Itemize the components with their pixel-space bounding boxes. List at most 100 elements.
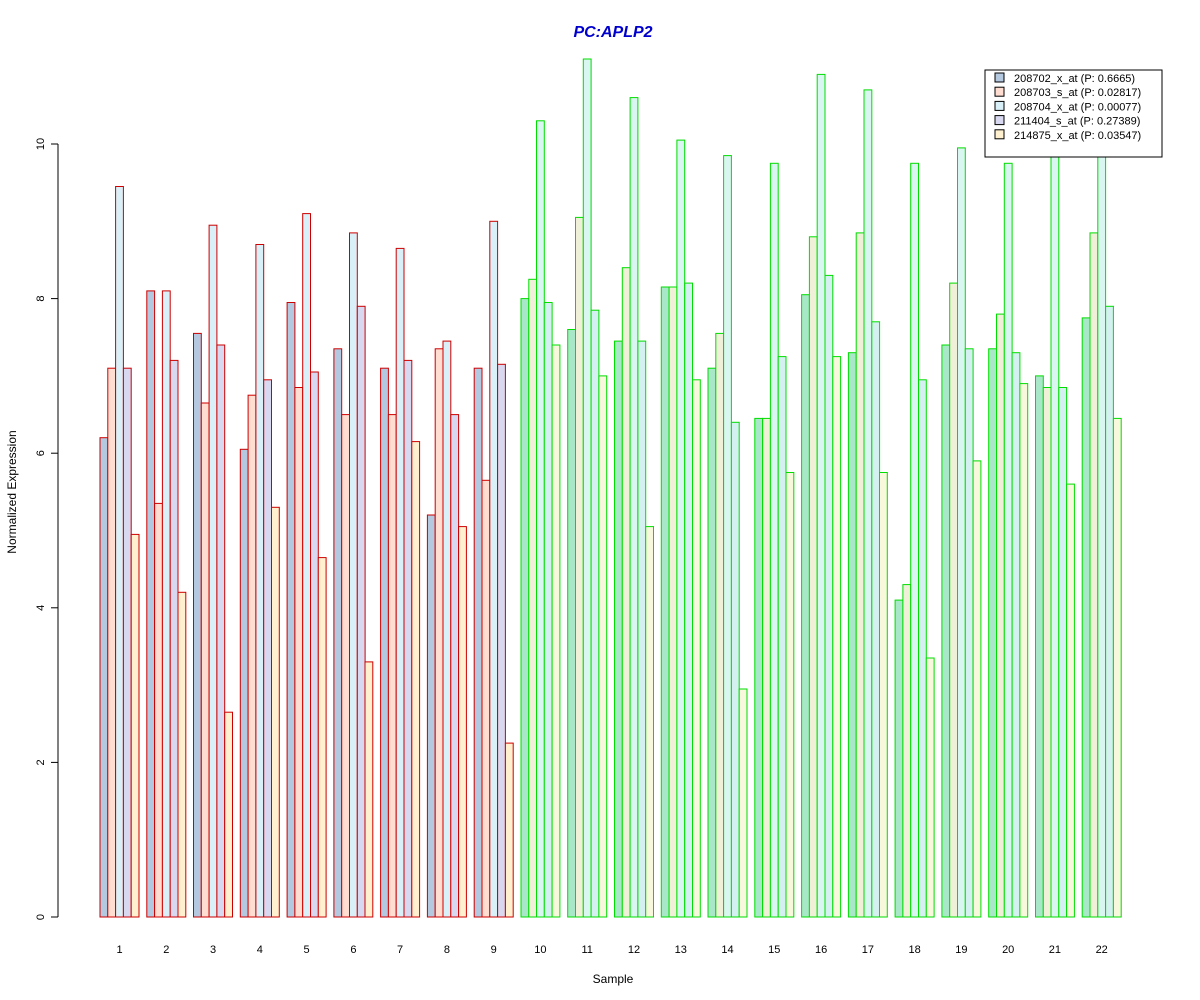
x-tick-label: 21 [1049,944,1061,956]
bar-sample-18-series-4 [918,379,927,918]
bar-sample-2-series-3 [161,290,171,918]
bar-sample-4-series-1 [239,448,249,918]
bar-sample-5-series-3 [302,213,312,918]
bar-sample-20-series-5 [1019,383,1029,918]
bar-sample-3-series-2 [200,402,210,918]
x-axis-title: Sample [593,972,634,986]
bar-sample-7-series-5 [411,441,421,918]
bar-sample-1-series-4 [122,367,132,918]
x-tick-label: 20 [1002,944,1014,956]
bar-sample-1-series-3 [115,186,124,918]
x-tick-label: 14 [721,944,733,956]
bar-sample-8-series-3 [442,340,452,918]
bar-sample-4-series-5 [271,506,280,918]
bar-sample-20-series-3 [1003,162,1013,918]
legend-box [984,69,1163,158]
x-tick-label: 8 [444,944,450,956]
x-tick-label: 10 [534,944,546,956]
y-axis: 0 2 4 6 8 10 [35,138,59,920]
legend-swatch-5 [994,129,1005,140]
bars-layer [99,58,1122,918]
bar-sample-1-series-2 [107,367,117,918]
x-tick-label: 22 [1096,944,1108,956]
bar-sample-15-series-5 [785,472,795,918]
bar-sample-2-series-1 [146,290,156,918]
bar-sample-7-series-1 [380,367,389,918]
bar-sample-22-series-2 [1089,232,1099,918]
bar-sample-11-series-5 [598,375,608,918]
bar-sample-20-series-1 [988,348,998,918]
bar-sample-9-series-5 [504,742,514,918]
bar-sample-9-series-3 [489,220,499,918]
bar-sample-22-series-5 [1112,417,1122,918]
bar-sample-4-series-3 [255,244,265,918]
y-axis-title: Normalized Expression [5,430,19,553]
bar-sample-5-series-1 [286,302,296,918]
x-tick-label: 9 [491,944,497,956]
y-tick-label: 6 [35,450,47,456]
bar-sample-12-series-5 [645,526,655,918]
x-tick-label: 11 [581,944,592,956]
x-tick-label: 1 [116,944,122,956]
bar-sample-16-series-4 [824,274,834,918]
bar-sample-10-series-2 [528,278,538,918]
bar-sample-16-series-1 [801,294,810,918]
bar-sample-10-series-3 [536,120,545,918]
bar-sample-13-series-5 [692,379,701,918]
bar-sample-14-series-4 [730,421,740,918]
bar-sample-14-series-5 [738,688,748,918]
bar-sample-4-series-4 [263,379,273,918]
x-tick-label: 3 [210,944,216,956]
bar-sample-13-series-4 [684,282,694,918]
bar-sample-15-series-3 [769,162,779,918]
legend-swatch-2 [994,86,1005,97]
bar-sample-12-series-4 [637,340,647,918]
bar-sample-15-series-4 [777,356,787,918]
bar-sample-17-series-1 [847,352,857,918]
bar-sample-19-series-4 [964,348,974,918]
bar-sample-2-series-5 [177,591,187,918]
bar-sample-10-series-4 [543,302,553,918]
bar-sample-12-series-2 [621,267,631,918]
bar-sample-9-series-1 [473,367,483,918]
bar-sample-11-series-3 [582,58,592,918]
bar-sample-3-series-4 [216,344,226,918]
bar-sample-2-series-2 [154,502,163,918]
legend-swatch-4 [994,115,1005,126]
bar-sample-11-series-4 [590,309,600,918]
bar-sample-6-series-2 [341,414,351,918]
legend-label-5: 214875_x_at (P: 0.03547) [1014,130,1141,142]
legend-label-4: 211404_s_at (P: 0.27389) [1014,116,1140,128]
y-tick-label: 4 [35,605,47,611]
bar-sample-21-series-1 [1035,375,1044,918]
bar-sample-21-series-5 [1066,483,1075,918]
y-tick-label: 2 [35,759,47,765]
bar-sample-22-series-3 [1097,155,1107,918]
bar-sample-19-series-2 [949,282,959,918]
bar-sample-22-series-1 [1081,317,1091,918]
bar-sample-20-series-2 [996,313,1005,918]
bar-sample-4-series-2 [247,394,257,918]
bar-sample-3-series-3 [208,224,218,918]
chart-title: PC:APLP2 [573,24,652,41]
bar-sample-5-series-4 [310,371,319,918]
x-axis: 1 2 3 4 5 6 7 8 9 10 11 12 13 14 15 16 17 18 19 20 21 22 [116,944,1107,956]
legend-label-2: 208703_s_at (P: 0.02817) [1014,87,1141,99]
x-tick-label: 16 [815,944,827,956]
bar-sample-6-series-4 [356,305,366,918]
x-tick-label: 13 [675,944,687,956]
bar-sample-14-series-2 [715,332,725,918]
bar-sample-11-series-1 [567,329,577,918]
bar-sample-3-series-5 [224,711,233,918]
bar-sample-10-series-5 [551,344,561,918]
x-tick-label: 19 [955,944,967,956]
bar-sample-18-series-1 [894,599,904,918]
bar-sample-18-series-5 [925,657,935,918]
bar-sample-17-series-5 [879,472,888,918]
x-tick-label: 5 [304,944,310,956]
bar-sample-6-series-3 [349,232,358,918]
x-tick-label: 12 [628,944,640,956]
bar-sample-3-series-1 [193,332,202,918]
